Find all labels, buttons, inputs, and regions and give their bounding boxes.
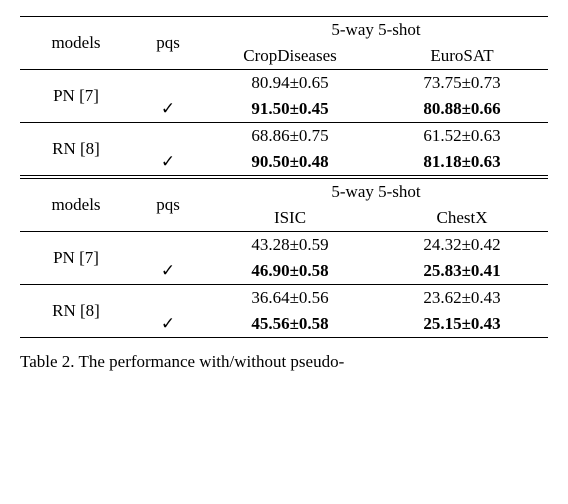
pqs-cell: ✓ (132, 96, 204, 123)
header-col-b: ChestX (376, 205, 548, 232)
value-cell: 45.56±0.58 (204, 311, 376, 338)
pqs-cell: ✓ (132, 311, 204, 338)
value-cell: 23.62±0.43 (376, 285, 548, 312)
model-label: PN [7] (20, 232, 132, 285)
header-shot: 5-way 5-shot (204, 17, 548, 44)
header-pqs: pqs (132, 17, 204, 70)
value-cell: 46.90±0.58 (204, 258, 376, 285)
pqs-cell (132, 70, 204, 97)
header-models: models (20, 179, 132, 232)
value-cell: 25.83±0.41 (376, 258, 548, 285)
header-pqs: pqs (132, 179, 204, 232)
header-col-b: EuroSAT (376, 43, 548, 70)
pqs-cell (132, 123, 204, 150)
value-cell: 80.88±0.66 (376, 96, 548, 123)
model-label: RN [8] (20, 285, 132, 338)
model-label: PN [7] (20, 70, 132, 123)
value-cell: 24.32±0.42 (376, 232, 548, 259)
value-cell: 73.75±0.73 (376, 70, 548, 97)
caption-text: The performance with/without pseudo- (78, 352, 344, 371)
value-cell: 80.94±0.65 (204, 70, 376, 97)
value-cell: 68.86±0.75 (204, 123, 376, 150)
value-cell: 43.28±0.59 (204, 232, 376, 259)
results-table: models pqs 5-way 5-shot CropDiseases Eur… (20, 16, 548, 338)
value-cell: 81.18±0.63 (376, 149, 548, 176)
pqs-cell (132, 285, 204, 312)
value-cell: 36.64±0.56 (204, 285, 376, 312)
value-cell: 25.15±0.43 (376, 311, 548, 338)
header-col-a: ISIC (204, 205, 376, 232)
pqs-cell (132, 232, 204, 259)
caption-prefix: Table 2. (20, 352, 75, 371)
pqs-cell: ✓ (132, 258, 204, 285)
value-cell: 90.50±0.48 (204, 149, 376, 176)
header-shot: 5-way 5-shot (204, 179, 548, 206)
value-cell: 91.50±0.45 (204, 96, 376, 123)
model-label: RN [8] (20, 123, 132, 176)
value-cell: 61.52±0.63 (376, 123, 548, 150)
header-col-a: CropDiseases (204, 43, 376, 70)
header-models: models (20, 17, 132, 70)
pqs-cell: ✓ (132, 149, 204, 176)
table-caption: Table 2. The performance with/without ps… (20, 352, 548, 372)
